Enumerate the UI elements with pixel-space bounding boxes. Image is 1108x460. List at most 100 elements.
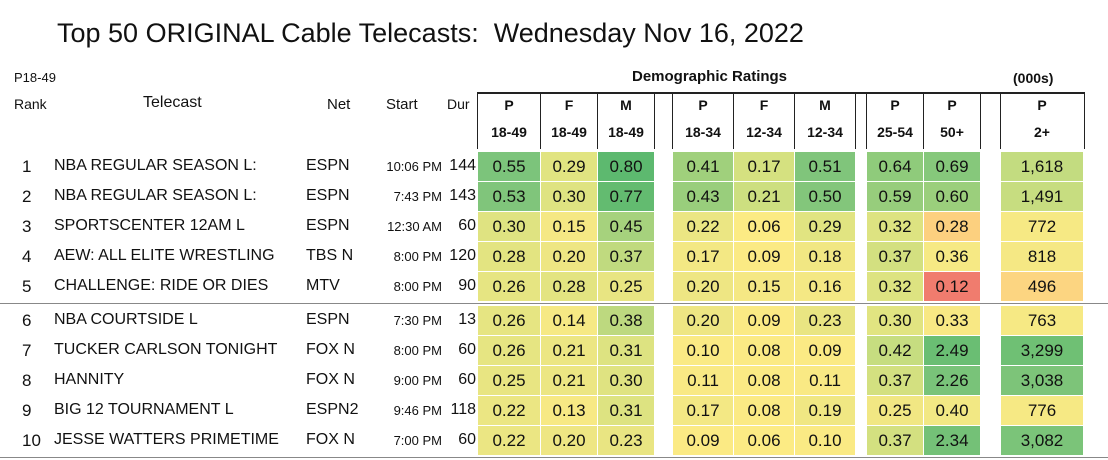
row-duration: 143 [449,187,476,204]
rating-cell: 3,082 [1001,426,1083,455]
table-row: 8 HANNITY FOX N 9:00 PM 60 0.25 0.21 0.30 0.11 0.… [0,366,1108,395]
column-divider [733,93,734,149]
rating-cell: 0.29 [541,152,597,181]
rating-cell: 0.37 [598,242,654,271]
start-header: Start [386,96,418,113]
rating-cell: 2.26 [924,366,980,395]
rating-cell: 0.30 [867,306,923,335]
column-header-top: P [947,97,957,113]
rating-cell: 0.60 [924,182,980,211]
row-start: 8:00 PM [393,343,442,358]
rating-cell: 0.13 [541,396,597,425]
row-duration: 60 [458,371,476,388]
column-divider [980,93,981,149]
column-header-top: M [620,97,632,113]
group-separator [0,303,1108,304]
row-rank: 5 [22,277,32,296]
column-divider [1000,93,1001,149]
rating-cell: 0.22 [673,212,733,241]
row-duration: 60 [458,341,476,358]
rating-cell: 0.36 [924,242,980,271]
rating-cell: 0.08 [734,336,794,365]
rating-cell: 0.06 [734,426,794,455]
row-duration: 90 [458,277,476,294]
row-net: ESPN2 [306,401,359,418]
rating-cell: 0.08 [734,396,794,425]
rating-cell: 3,299 [1001,336,1083,365]
column-header-bottom: 12-34 [807,124,843,140]
rating-cell: 0.20 [541,426,597,455]
rating-cell: 0.16 [795,272,855,301]
rating-cell: 0.25 [478,366,540,395]
row-net: ESPN [306,187,350,204]
rating-cell: 3,038 [1001,366,1083,395]
column-header-top: F [759,97,769,113]
rating-cell: 0.22 [478,426,540,455]
table-row: 5 CHALLENGE: RIDE OR DIES MTV 8:00 PM 90 0.26… [0,272,1108,301]
column-header-top: M [819,97,831,113]
rating-cell: 0.30 [541,182,597,211]
row-telecast: SPORTSCENTER 12AM L [54,217,245,234]
column-divider [855,93,856,149]
row-rank: 8 [22,371,32,390]
table-row: 10 JESSE WATTERS PRIMETIME FOX N 7:00 PM 60 0… [0,426,1108,455]
column-divider [654,93,655,149]
rating-cell: 2.49 [924,336,980,365]
rating-cell: 0.51 [795,152,855,181]
row-telecast: CHALLENGE: RIDE OR DIES [54,277,269,294]
rating-cell: 1,491 [1001,182,1083,211]
table-row: 6 NBA COURTSIDE L ESPN 7:30 PM 13 0.26 0.14 0.3… [0,306,1108,335]
rating-cell: 0.08 [734,366,794,395]
rating-cell: 0.31 [598,336,654,365]
rating-cell: 0.45 [598,212,654,241]
rating-cell: 0.53 [478,182,540,211]
table-row: 9 BIG 12 TOURNAMENT L ESPN2 9:46 PM 118 0.22 0… [0,396,1108,425]
rating-cell: 0.38 [598,306,654,335]
rating-cell: 0.09 [734,242,794,271]
rating-cell: 0.11 [795,366,855,395]
column-divider [672,93,673,149]
row-rank: 3 [22,217,32,236]
row-start: 9:46 PM [393,403,442,418]
units-label: (000s) [1013,70,1054,86]
rating-cell: 0.21 [734,182,794,211]
table-row: 4 AEW: ALL ELITE WRESTLING TBS N 8:00 PM 120… [0,242,1108,271]
row-telecast: BIG 12 TOURNAMENT L [54,401,234,418]
rating-cell: 0.09 [734,306,794,335]
rating-cell: 0.18 [795,242,855,271]
row-start: 9:00 PM [393,373,442,388]
rating-cell: 0.21 [541,366,597,395]
rating-cell: 0.23 [598,426,654,455]
row-telecast: NBA COURTSIDE L [54,311,198,328]
row-rank: 2 [22,187,32,206]
rating-cell: 0.30 [478,212,540,241]
rating-cell: 772 [1001,212,1083,241]
row-duration: 60 [458,431,476,448]
column-header-bottom: 18-34 [685,124,721,140]
table-row: 7 TUCKER CARLSON TONIGHT FOX N 8:00 PM 60 0.2… [0,336,1108,365]
rating-cell: 0.31 [598,396,654,425]
column-header-bottom: 18-49 [551,124,587,140]
row-duration: 60 [458,217,476,234]
rating-cell: 0.28 [478,242,540,271]
rating-cell: 0.26 [478,306,540,335]
rating-cell: 0.21 [541,336,597,365]
column-header-top: P [1037,97,1047,113]
row-duration: 118 [450,401,476,418]
rating-cell: 0.37 [867,426,923,455]
column-header-bottom: 12-34 [746,124,782,140]
rating-cell: 0.25 [867,396,923,425]
column-divider [477,93,478,149]
rating-cell: 0.20 [541,242,597,271]
column-header-top: P [698,97,708,113]
page-title: Top 50 ORIGINAL Cable Telecasts: Wednesd… [57,18,804,48]
rating-cell: 1,618 [1001,152,1083,181]
telecast-header: Telecast [143,94,202,111]
rating-cell: 0.33 [924,306,980,335]
column-divider [866,93,867,149]
row-start: 8:00 PM [393,279,442,294]
row-start: 7:00 PM [393,433,442,448]
rating-cell: 0.32 [867,212,923,241]
rating-cell: 0.14 [541,306,597,335]
rating-cell: 0.69 [924,152,980,181]
